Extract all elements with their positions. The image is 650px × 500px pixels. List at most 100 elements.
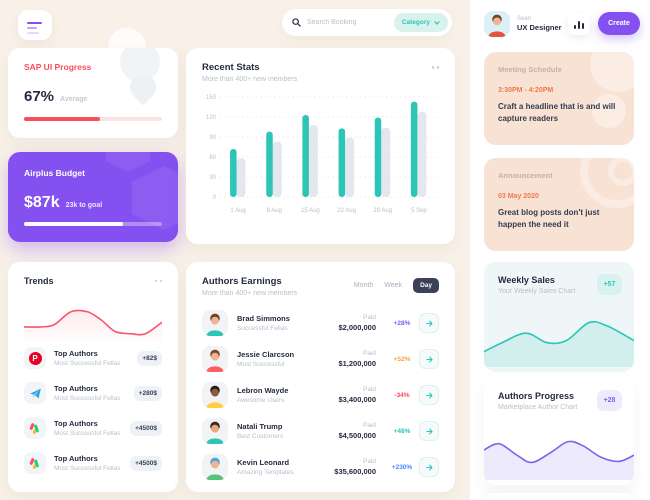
row-detail-button[interactable] <box>419 349 439 369</box>
trend-title: Top Authors <box>54 384 98 394</box>
search-bar: Category <box>282 9 452 36</box>
authors-earnings-card: Authors Earnings More than 400+ new memb… <box>186 262 455 492</box>
author-name: Jessie Clarcson <box>237 350 295 359</box>
bar-chart-icon <box>574 25 576 29</box>
search-input[interactable] <box>307 19 394 26</box>
weekly-sales-card: Weekly Sales Your Weekly Sales Chart +57 <box>484 262 634 372</box>
row-detail-button[interactable] <box>419 421 439 441</box>
category-button[interactable]: Category <box>393 13 448 32</box>
svg-text:22 Aug: 22 Aug <box>337 208 356 214</box>
earnings-row[interactable]: Lebron Wayde Awesome Users Paid $3,400,0… <box>202 382 439 408</box>
author-subtitle: Amazing Templates <box>237 469 294 476</box>
arrow-right-icon <box>425 392 433 398</box>
pinterest-icon: P <box>24 347 46 369</box>
hamburger-icon <box>27 21 42 24</box>
author-subtitle: Best Customers <box>237 433 284 440</box>
tab-month[interactable]: Month <box>353 282 374 289</box>
next-card-edge <box>484 493 634 500</box>
trends-list-item[interactable]: Top Authors Most Successful Fellas +280$ <box>24 381 162 405</box>
tab-week[interactable]: Week <box>384 282 403 289</box>
paid-amount: $3,400,000 <box>338 395 376 404</box>
user-role: UX Designer <box>517 23 562 32</box>
svg-text:90: 90 <box>209 135 216 141</box>
budget-progress-bar <box>24 222 162 226</box>
card-title: Meeting Schedule <box>498 65 562 74</box>
row-detail-button[interactable] <box>419 457 439 477</box>
trends-list-item[interactable]: P Top Authors Most Successful Fellas +82… <box>24 346 162 370</box>
card-subtitle: More than 400+ new members <box>202 76 298 83</box>
svg-text:5 Sep: 5 Sep <box>411 208 427 214</box>
paid-label: Paid <box>362 386 376 393</box>
author-name: Kevin Leonard <box>237 458 290 467</box>
trend-amount-badge: +4500$ <box>130 420 162 436</box>
progress-value-label: Average <box>60 96 88 103</box>
author-avatar <box>202 418 228 444</box>
telegram-icon <box>24 382 46 404</box>
create-button[interactable]: Create <box>598 12 640 35</box>
authors-progress-area-chart <box>484 422 634 485</box>
earnings-row[interactable]: Jessie Clarcson Most Successful Paid $1,… <box>202 346 439 372</box>
card-title: SAP UI Progress <box>24 62 92 72</box>
user-avatar-image <box>488 14 506 37</box>
trend-title: Top Authors <box>54 454 98 464</box>
trend-subtitle: Most Successful Fellas <box>54 429 121 437</box>
percent-change: +48% <box>393 427 411 435</box>
progress-value: 67% <box>24 88 55 105</box>
authors-progress-card: Authors Progress Marketplace Author Char… <box>484 378 634 485</box>
search-icon <box>292 18 301 27</box>
sap-ui-progress-card: SAP UI Progress 67% Average <box>8 48 178 138</box>
percent-change: -34% <box>394 391 410 399</box>
paid-amount: $1,200,000 <box>338 359 376 368</box>
period-tabs: Month Week Day <box>354 278 439 293</box>
ring-decoration <box>580 158 634 208</box>
trend-amount-badge: +280$ <box>133 385 162 401</box>
card-title: Recent Stats <box>202 62 260 73</box>
paid-amount: $2,000,000 <box>338 323 376 332</box>
paid-label: Paid <box>362 422 376 429</box>
percent-change: +230% <box>391 463 413 471</box>
arrow-right-icon <box>425 464 433 470</box>
more-options-button[interactable] <box>431 66 439 69</box>
trend-title: Top Authors <box>54 419 98 429</box>
trends-list-item[interactable]: Top Authors Most Successful Fellas +4500… <box>24 451 162 475</box>
svg-text:0: 0 <box>213 195 217 201</box>
budget-goal-label: 23k to goal <box>65 202 103 209</box>
user-avatar[interactable] <box>484 11 510 37</box>
row-detail-button[interactable] <box>419 385 439 405</box>
trends-line-chart <box>23 294 163 346</box>
circle-decoration <box>592 94 626 128</box>
meeting-text: Craft a headline that is and will captur… <box>498 102 616 123</box>
arrow-right-icon <box>425 320 433 326</box>
meeting-time: 3:30PM - 4:20PM <box>498 87 554 94</box>
user-chip[interactable]: Sean UX Designer <box>484 11 562 37</box>
card-title: Weekly Sales <box>498 275 555 285</box>
trend-amount-badge: +4500$ <box>130 455 162 471</box>
row-detail-button[interactable] <box>419 313 439 333</box>
recent-stats-bar-chart: 0 30 60 90 120 150 1 Aug 8 Aug 15 Aug 22 Aug 29 Au… <box>202 91 439 230</box>
earnings-row[interactable]: Kevin Leonard Amazing Templates Paid $35… <box>202 454 439 480</box>
card-title: Announcement <box>498 171 553 180</box>
trends-card: Trends P Top Authors Most Successful Fel… <box>8 262 178 492</box>
paid-amount: $4,500,000 <box>338 431 376 440</box>
author-name: Brad Simmons <box>237 314 290 323</box>
trend-amount-badge: +82$ <box>137 350 162 366</box>
author-subtitle: Successful Fellas <box>237 325 288 332</box>
stats-button[interactable] <box>568 13 590 35</box>
author-name: Natali Trump <box>237 422 283 431</box>
card-title: Trends <box>24 276 54 286</box>
menu-button[interactable] <box>18 10 52 40</box>
earnings-row[interactable]: Natali Trump Best Customers Paid $4,500,… <box>202 418 439 444</box>
paid-label: Paid <box>362 314 376 321</box>
trends-list-item[interactable]: Top Authors Most Successful Fellas +4500… <box>24 416 162 440</box>
paid-label: Paid <box>362 458 376 465</box>
category-label: Category <box>401 19 430 26</box>
earnings-row[interactable]: Brad Simmons Successful Fellas Paid $2,0… <box>202 310 439 336</box>
card-title: Authors Progress <box>498 391 575 401</box>
ring-decoration <box>608 158 634 186</box>
user-name: Sean <box>517 16 532 22</box>
more-options-button[interactable] <box>154 279 162 283</box>
svg-text:29 Aug: 29 Aug <box>373 208 392 214</box>
weekly-sales-area-chart <box>484 305 634 372</box>
tab-day[interactable]: Day <box>413 278 439 293</box>
percent-change: +28% <box>393 319 411 327</box>
